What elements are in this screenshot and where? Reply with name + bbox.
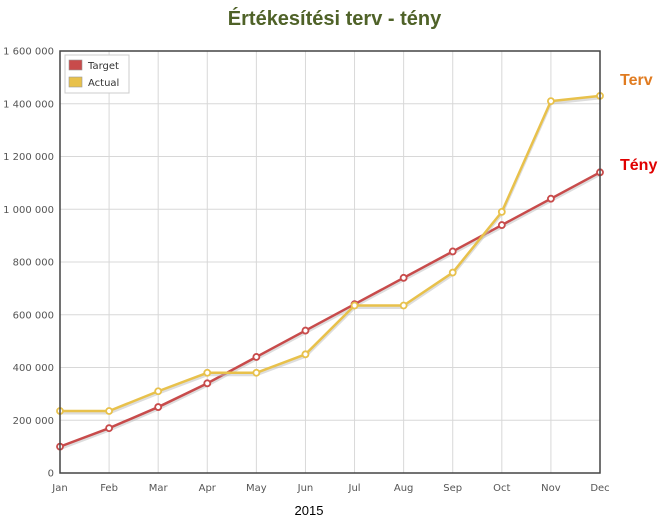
plot-frame xyxy=(59,50,601,474)
y-tick-label: 600 000 xyxy=(13,310,54,321)
x-tick-label: Oct xyxy=(493,483,510,494)
data-point-target xyxy=(252,353,261,361)
y-tick-label: 1 000 000 xyxy=(3,205,54,216)
data-point-target xyxy=(547,194,555,203)
x-tick-label: Jan xyxy=(51,483,67,494)
data-point-actual xyxy=(448,268,457,277)
x-axis-label: 2015 xyxy=(294,503,324,518)
legend-label-target: Target xyxy=(87,61,119,72)
x-tick-label: May xyxy=(246,483,267,494)
data-point-actual xyxy=(105,407,113,415)
y-tick-label: 1 200 000 xyxy=(3,152,54,163)
x-tick-label: Mar xyxy=(149,483,169,494)
data-point-target xyxy=(301,326,310,335)
data-point-actual xyxy=(350,301,359,310)
y-tick-label: 1 400 000 xyxy=(3,99,54,110)
y-tick-label: 1 600 000 xyxy=(3,47,54,58)
data-point-actual xyxy=(497,207,506,216)
x-tick-label: Jun xyxy=(297,483,314,494)
y-tick-label: 800 000 xyxy=(13,258,54,269)
y-tick-label: 0 xyxy=(48,469,54,480)
x-tick-label: Dec xyxy=(590,483,609,494)
series-line-target xyxy=(59,171,601,448)
x-tick-label: Aug xyxy=(394,483,414,494)
y-axis-ticks: 0 200 000 400 000 600 000 800 000 1 000 000 1 … xyxy=(3,47,54,480)
data-point-target xyxy=(105,424,113,433)
data-point-target xyxy=(203,379,212,388)
data-point-actual xyxy=(154,387,163,396)
data-point-target xyxy=(154,403,163,411)
data-point-actual xyxy=(203,368,212,377)
grid-lines xyxy=(59,50,601,474)
y-tick-label: 200 000 xyxy=(13,416,54,427)
data-point-actual xyxy=(399,301,408,310)
series-line-actual xyxy=(60,94,601,413)
annotation-teny: Tény xyxy=(620,157,658,174)
annotation-terv: Terv xyxy=(620,72,653,89)
data-point-target xyxy=(399,273,408,282)
series-shadow-actual xyxy=(60,96,601,415)
data-point-actual xyxy=(252,368,261,377)
chart-title: Értékesítési terv - tény xyxy=(227,8,442,30)
x-tick-label: Apr xyxy=(199,483,217,494)
legend-label-actual: Actual xyxy=(88,78,119,89)
x-tick-label: Feb xyxy=(100,483,118,494)
data-point-target xyxy=(497,221,506,229)
data-point-target xyxy=(448,247,457,256)
data-point-actual xyxy=(547,97,555,106)
legend-swatch-actual xyxy=(68,76,83,88)
x-tick-label: Nov xyxy=(541,483,561,494)
x-tick-label: Jul xyxy=(348,483,361,494)
data-point-actual xyxy=(301,350,310,359)
series-layer xyxy=(56,91,604,451)
legend-swatch-target xyxy=(68,59,83,71)
legend: Target Actual xyxy=(64,54,130,94)
x-tick-label: Sep xyxy=(443,483,462,494)
x-axis-ticks: Jan Feb Mar Apr May Jun Jul Aug Sep Oct Nov Dec xyxy=(51,483,609,494)
series-shadow-target xyxy=(59,173,601,451)
y-tick-label: 400 000 xyxy=(13,363,54,374)
